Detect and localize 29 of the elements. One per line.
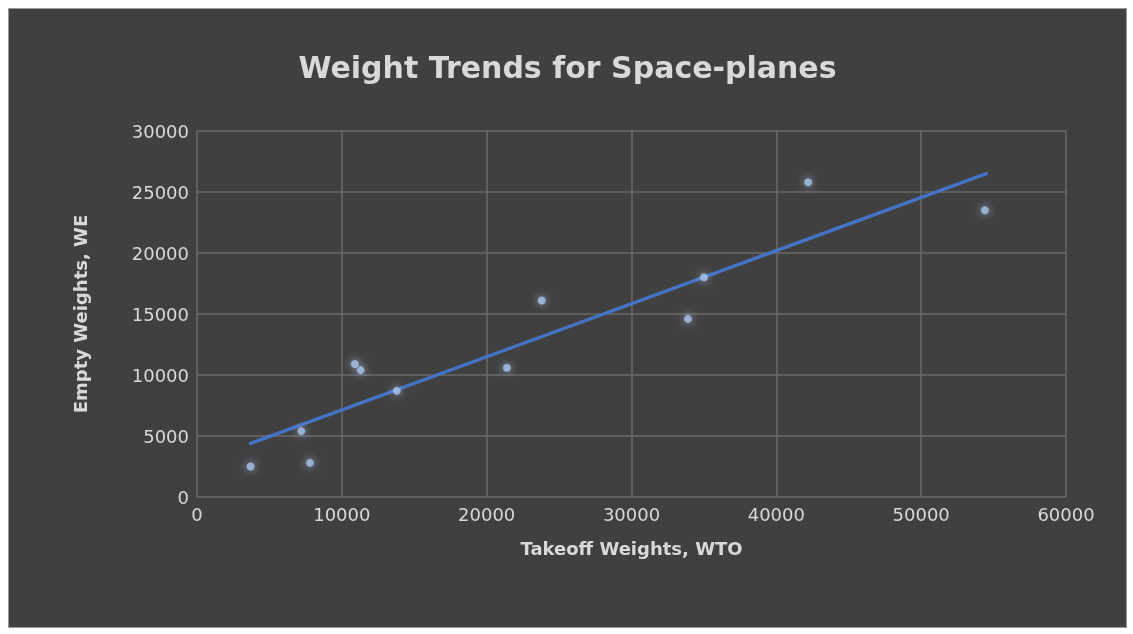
point [537,296,546,305]
point [980,206,989,215]
point [683,314,692,323]
y-tick-label: 0 [177,486,189,508]
chart-title: Weight Trends for Space-planes [298,49,837,85]
point [804,178,813,187]
point [699,273,708,282]
point [502,363,511,372]
point [246,462,255,471]
y-tick-label: 10000 [131,364,189,386]
y-tick-label: 30000 [131,120,189,142]
y-tick-label: 25000 [131,181,189,203]
point [297,427,306,436]
point [350,360,359,369]
x-tick-label: 60000 [1037,503,1095,525]
x-tick-label: 50000 [892,503,950,525]
y-tick-label: 20000 [131,242,189,264]
x-tick-label: 30000 [602,503,661,525]
x-axis-title: Takeoff Weights, WTO [520,537,743,559]
point [356,366,365,375]
y-tick-label: 15000 [131,303,189,325]
y-tick-label: 5000 [143,425,189,447]
x-tick-label: 40000 [747,503,805,525]
point [392,386,401,395]
x-tick-label: 0 [191,503,203,525]
x-tick-label: 20000 [458,503,516,525]
point [305,458,314,467]
x-tick-label: 10000 [313,503,371,525]
y-axis-title: Empty Weights, WE [69,214,91,414]
